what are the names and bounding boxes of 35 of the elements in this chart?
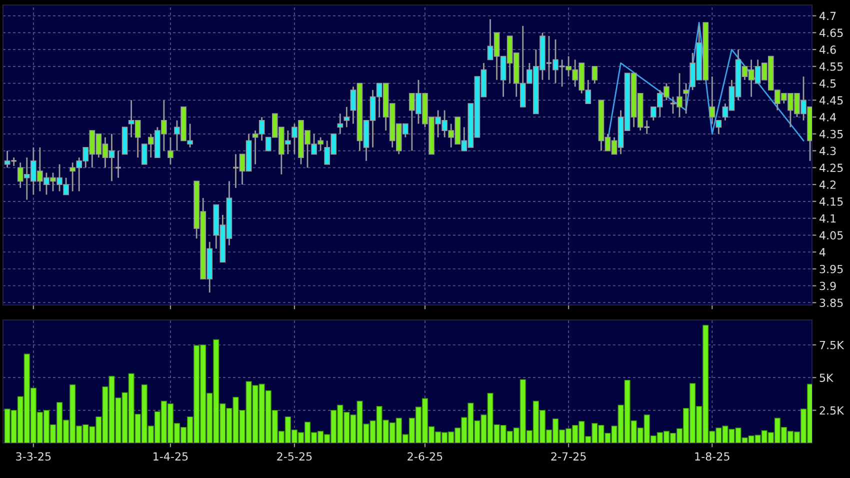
y-tick-label: 4: [819, 248, 826, 256]
x-tick-label: 3-3-25: [16, 452, 51, 461]
y-tick-label: 7.5K: [820, 340, 844, 350]
candlestick: [592, 66, 598, 84]
y-tick-label: 4.2: [819, 180, 836, 189]
candlestick: [114, 150, 122, 178]
y-tick-label: 4.65: [819, 28, 843, 38]
y-tick-label: 3.9: [820, 282, 836, 290]
candlestick: [344, 106, 350, 128]
candlestick: [168, 136, 174, 165]
y-tick-label: 4.45: [819, 96, 843, 105]
y-tick-label: 4.55: [819, 62, 843, 71]
x-tick-label: 1-8-25: [695, 452, 730, 461]
x-tick-label: 1-4-25: [154, 452, 188, 461]
candlestick: [683, 82, 689, 114]
x-tick-label: 2-5-25: [277, 452, 312, 461]
candlestick: [337, 112, 344, 135]
y-tick-label: 4.25: [819, 164, 843, 172]
y-tick-label: 3.95: [820, 264, 843, 274]
x-tick-label: 2-6-25: [408, 452, 442, 461]
x-tick-label: 2-7-25: [551, 452, 586, 461]
y-tick-label: 5K: [820, 374, 834, 382]
candlestick: [709, 76, 716, 124]
candlestick: [716, 120, 722, 135]
y-tick-label: 4.15: [819, 198, 843, 206]
y-tick-label: 4.4: [819, 113, 836, 122]
y-tick-label: 4.6: [819, 46, 836, 54]
y-tick-label: 2.5K: [820, 406, 844, 415]
y-tick-label: 4.1: [819, 214, 836, 222]
y-tick-label: 3.85: [820, 298, 843, 308]
y-tick-label: 4.3: [819, 146, 836, 156]
y-tick-label: 4.7: [819, 12, 836, 20]
y-tick-label: 4.05: [819, 231, 843, 240]
y-tick-label: 4.35: [819, 130, 843, 138]
y-tick-label: 4.5: [819, 79, 836, 88]
